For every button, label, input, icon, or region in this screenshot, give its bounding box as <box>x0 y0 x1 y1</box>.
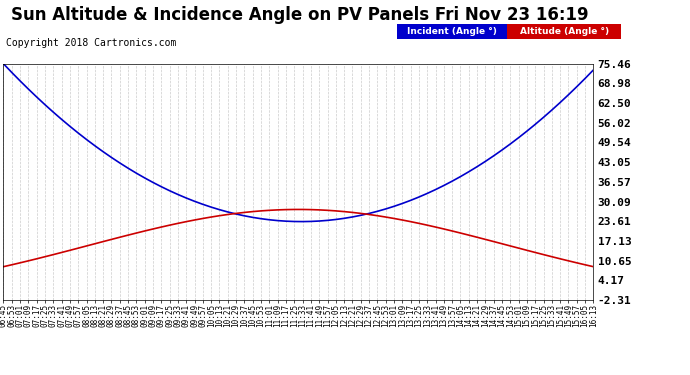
Text: Copyright 2018 Cartronics.com: Copyright 2018 Cartronics.com <box>6 38 176 48</box>
Text: Incident (Angle °): Incident (Angle °) <box>407 27 497 36</box>
Text: Altitude (Angle °): Altitude (Angle °) <box>520 27 609 36</box>
Text: Sun Altitude & Incidence Angle on PV Panels Fri Nov 23 16:19: Sun Altitude & Incidence Angle on PV Pan… <box>11 6 589 24</box>
